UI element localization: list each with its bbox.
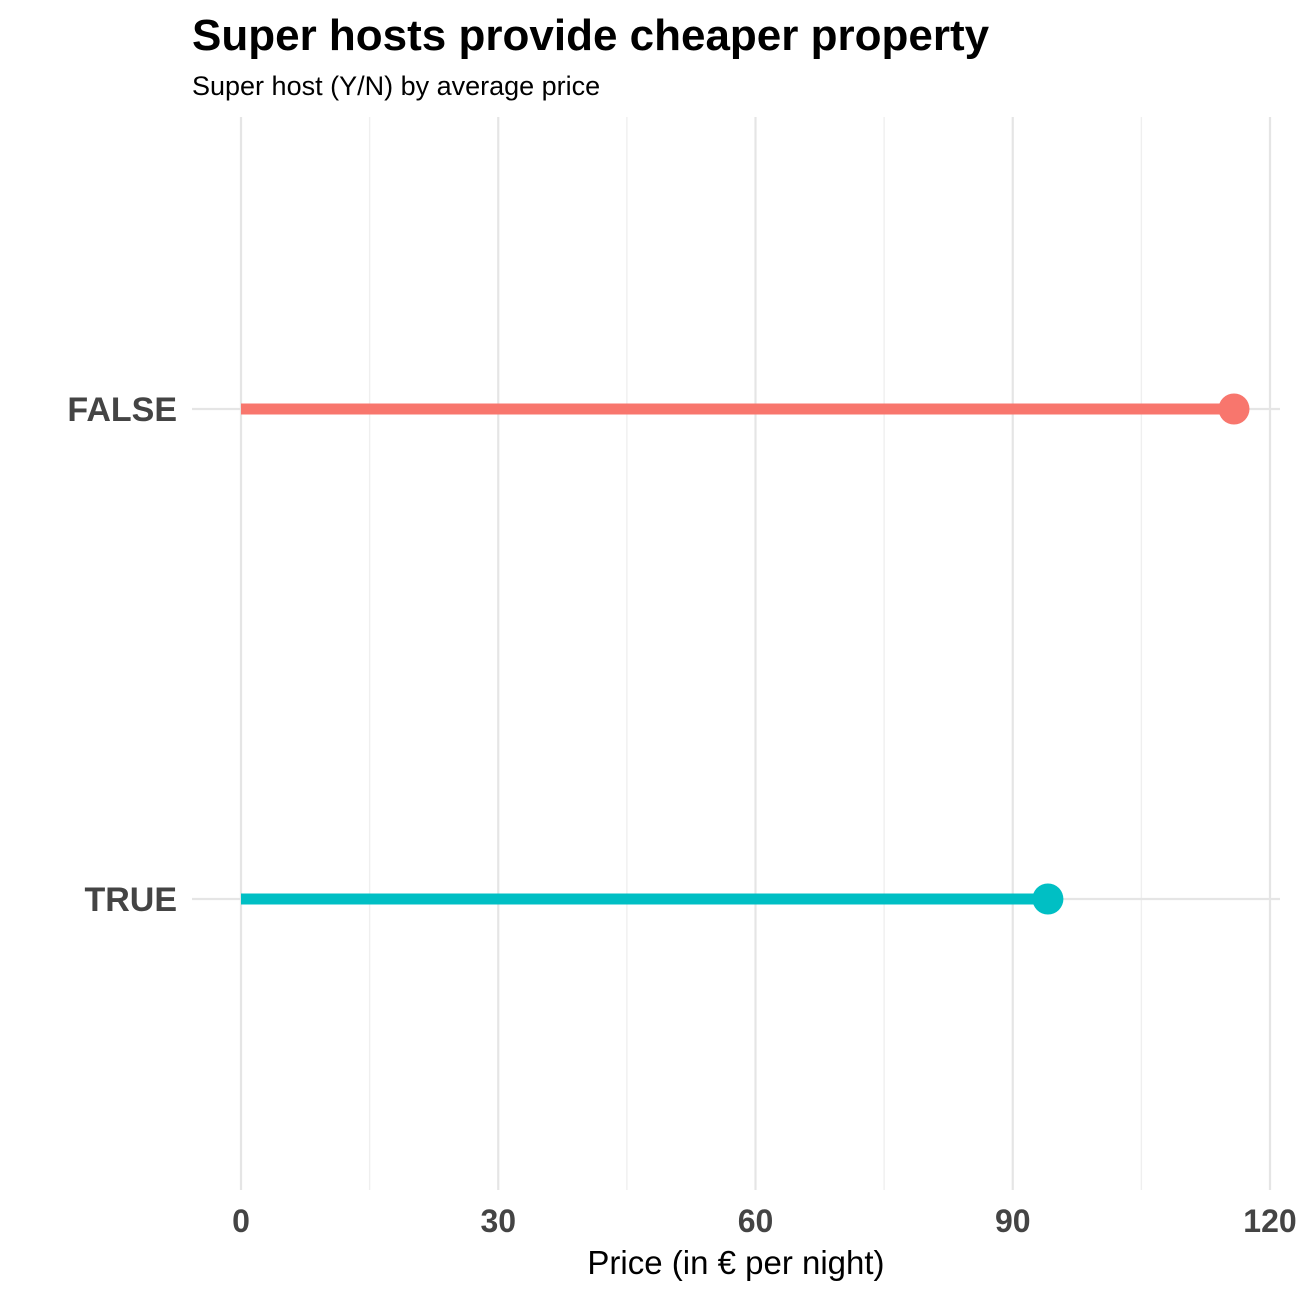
x-tick-label: 60 xyxy=(738,1203,774,1239)
lollipop-marks xyxy=(241,393,1250,915)
x-tick-label: 120 xyxy=(1243,1203,1296,1239)
x-axis-title: Price (in € per night) xyxy=(587,1244,884,1281)
x-tick-label: 30 xyxy=(480,1203,516,1239)
x-tick-label: 0 xyxy=(232,1203,250,1239)
category-label-false: FALSE xyxy=(67,391,177,429)
x-tick-labels: 0 30 60 90 120 xyxy=(232,1203,1296,1239)
x-tick-label: 90 xyxy=(995,1203,1031,1239)
lollipop-point-true xyxy=(1032,883,1064,915)
category-label-true: TRUE xyxy=(84,881,177,919)
chart-title: Super hosts provide cheaper property xyxy=(192,11,990,60)
lollipop-point-false xyxy=(1218,393,1250,425)
category-labels: FALSE TRUE xyxy=(67,391,177,919)
gridlines xyxy=(192,117,1280,1190)
chart-subtitle: Super host (Y/N) by average price xyxy=(192,71,600,101)
